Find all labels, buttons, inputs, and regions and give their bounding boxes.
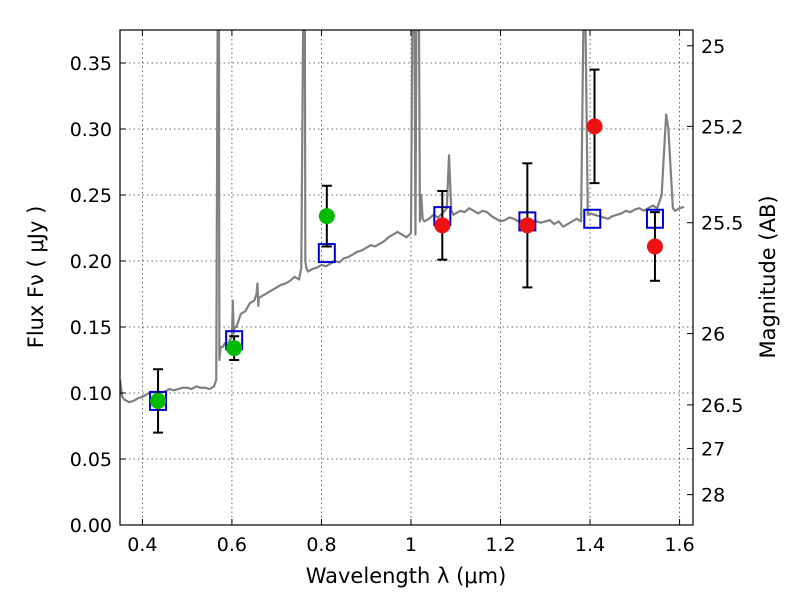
y2-tick-label: 25.5 [701, 213, 743, 235]
x-axis-label: Wavelength λ (μm) [306, 564, 507, 588]
x-tick-label: 1.6 [664, 534, 694, 556]
y-tick-label: 0.15 [70, 317, 112, 339]
x-tick-label: 0.8 [306, 534, 336, 556]
data-point-circle [318, 208, 335, 225]
y-tick-label: 0.30 [70, 119, 112, 141]
data-point-circle [226, 340, 243, 357]
x-tick-label: 0.4 [127, 534, 157, 556]
y-tick-label: 0.10 [70, 383, 112, 405]
y-tick-label: 0.35 [70, 53, 112, 75]
plot-frame [119, 29, 694, 526]
y-axis-ticks: 0.00 0.05 0.10 0.15 0.20 0.25 0.30 0.35 [70, 53, 126, 537]
data-point-square [583, 208, 602, 229]
y2-tick-label: 25.2 [701, 116, 743, 138]
y-tick-label: 0.25 [70, 185, 112, 207]
model-spectrum-line [120, 30, 685, 404]
y2-tick-label: 25 [701, 36, 725, 58]
plot-area [120, 30, 685, 404]
x-axis-ticks: 0.4 0.6 0.8 1 1.2 1.4 1.6 [127, 30, 695, 556]
data-point-circle [434, 217, 451, 234]
y-tick-label: 0.20 [70, 251, 112, 273]
y2-tick-label: 26.5 [701, 395, 743, 417]
data-point-circle [646, 238, 663, 255]
series-1 [150, 184, 335, 434]
data-point-circle [150, 392, 167, 409]
series-2 [434, 68, 663, 289]
y-axis-label: Flux Fν ( μJy ) [24, 206, 48, 349]
y-tick-label: 0.05 [70, 449, 112, 471]
x-tick-label: 1 [405, 534, 417, 556]
x-tick-label: 0.6 [217, 534, 247, 556]
y2-axis-label: Magnitude (AB) [756, 195, 780, 358]
data-point-circle [586, 118, 603, 135]
x-tick-label: 1.4 [575, 534, 605, 556]
x-tick-label: 1.2 [485, 534, 515, 556]
y2-tick-label: 26 [701, 324, 725, 346]
y2-axis-ticks: 25 25.2 25.5 26 26.5 27 28 [687, 36, 743, 507]
y-tick-label: 0.00 [70, 515, 112, 537]
data-points [149, 68, 664, 434]
y2-tick-label: 28 [701, 485, 725, 507]
y2-tick-label: 27 [701, 438, 725, 460]
data-point-circle [519, 217, 536, 234]
